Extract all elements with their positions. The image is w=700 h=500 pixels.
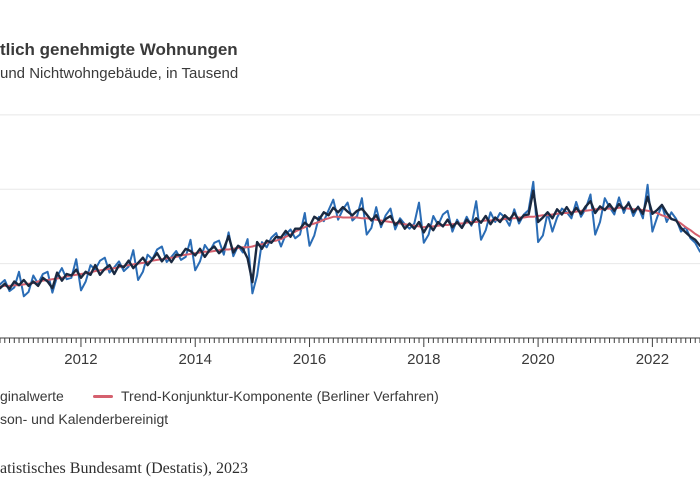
legend-item-originalwerte[interactable]: ginalwerte <box>0 388 64 404</box>
series-line <box>0 206 700 288</box>
trend-line-marker-icon <box>93 394 113 398</box>
x-axis-label: 2020 <box>521 351 554 368</box>
chart-canvas: 2012 2014 2016 2018 2020 2022 <box>0 114 700 368</box>
legend-label-originalwerte: ginalwerte <box>0 388 64 404</box>
x-axis-label: 2016 <box>293 351 326 368</box>
series-line <box>0 180 700 298</box>
series-line <box>0 189 700 291</box>
page-subtitle: und Nichtwohngebäude, in Tausend <box>0 65 239 82</box>
x-axis-label: 2022 <box>636 351 669 368</box>
legend-item-saisonbereinigt[interactable]: son- und Kalenderbereinigt <box>0 411 168 427</box>
page-title: tlich genehmigte Wohnungen <box>0 40 238 59</box>
legend-item-trend[interactable]: Trend-Konjunktur-Komponente (Berliner Ve… <box>93 388 439 404</box>
source-note: atistisches Bundesamt (Destatis), 2023 <box>0 460 248 477</box>
x-axis-label: 2018 <box>407 351 440 368</box>
x-axis-label: 2014 <box>179 351 212 368</box>
legend-label-trend: Trend-Konjunktur-Komponente (Berliner Ve… <box>121 388 439 404</box>
x-axis-label: 2012 <box>64 351 97 368</box>
legend-label-saisonbereinigt: son- und Kalenderbereinigt <box>0 411 169 427</box>
